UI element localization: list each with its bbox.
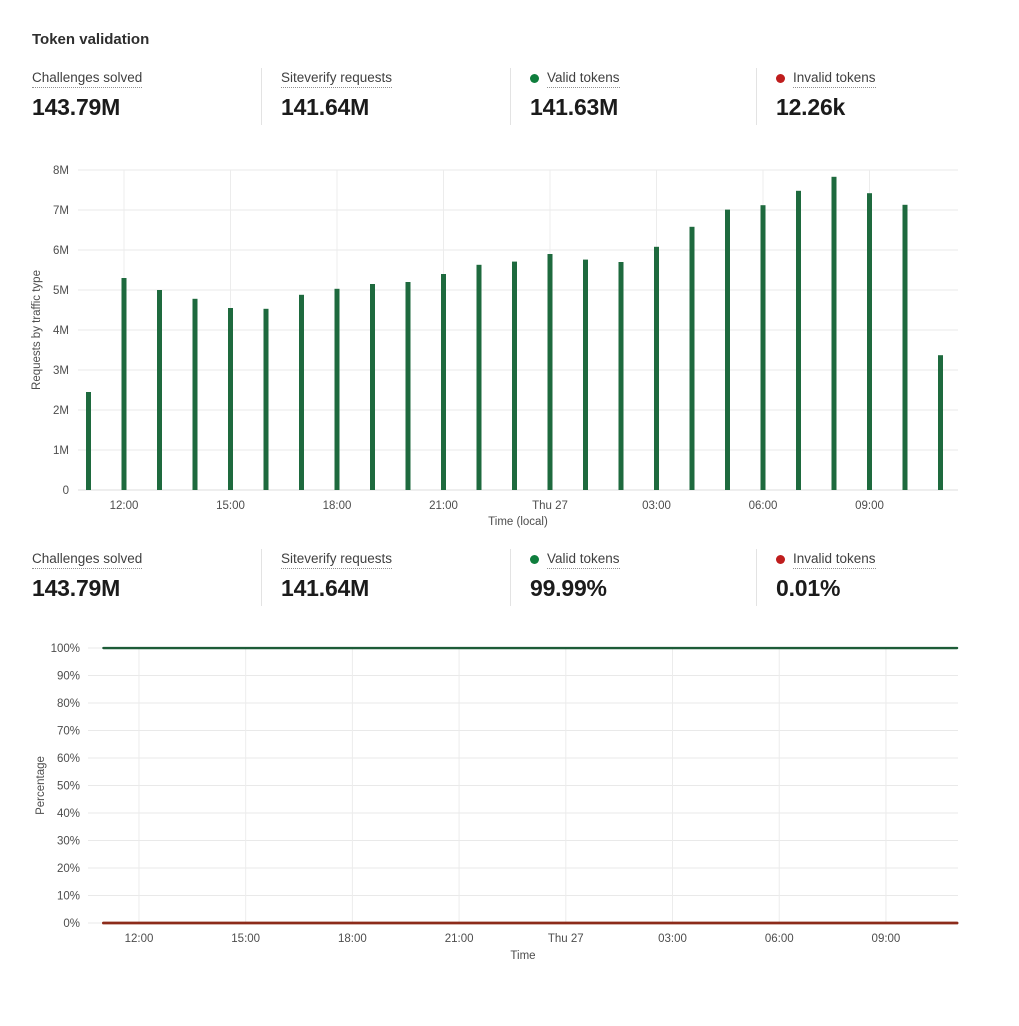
- svg-text:50%: 50%: [57, 781, 80, 793]
- svg-text:03:00: 03:00: [658, 933, 687, 945]
- svg-text:06:00: 06:00: [749, 500, 778, 512]
- stat-valid-tokens-percent: Valid tokens 99.99%: [510, 549, 756, 606]
- invalid-tokens-dot-icon: [776, 555, 785, 564]
- svg-text:5M: 5M: [53, 285, 69, 297]
- stats-row-top: Challenges solved 143.79M Siteverify req…: [32, 68, 987, 125]
- stats-row-bottom: Challenges solved 143.79M Siteverify req…: [32, 549, 987, 606]
- svg-text:8M: 8M: [53, 165, 69, 177]
- stat-value-challenges-solved: 143.79M: [32, 575, 121, 601]
- stat-label-valid-tokens[interactable]: Valid tokens: [547, 551, 620, 569]
- svg-text:100%: 100%: [51, 643, 80, 655]
- stat-value-challenges-solved: 143.79M: [32, 94, 121, 120]
- stat-valid-tokens: Valid tokens 141.63M: [510, 68, 756, 125]
- svg-text:6M: 6M: [53, 245, 69, 257]
- svg-text:30%: 30%: [57, 836, 80, 848]
- svg-text:Requests by traffic type: Requests by traffic type: [31, 270, 43, 390]
- stat-value-invalid-tokens-percent: 0.01%: [776, 575, 841, 601]
- svg-text:12:00: 12:00: [125, 933, 154, 945]
- percentage-line-chart: 0% 10% 20% 30% 40% 50% 60% 70% 80% 90% 100% 12:00 15…: [35, 643, 959, 962]
- stat-label-invalid-tokens[interactable]: Invalid tokens: [793, 70, 876, 88]
- svg-text:4M: 4M: [53, 325, 69, 337]
- stat-label-siteverify-requests[interactable]: Siteverify requests: [281, 70, 393, 88]
- page-title: Token validation: [32, 31, 150, 48]
- stat-value-invalid-tokens: 12.26k: [776, 94, 846, 120]
- requests-bar-chart: 0 1M 2M 3M 4M 5M 6M 7M 8M 12:00 15:00 18:00 21:00 Thu…: [31, 165, 958, 528]
- stat-value-valid-tokens-percent: 99.99%: [530, 575, 607, 601]
- svg-text:21:00: 21:00: [445, 933, 474, 945]
- svg-text:18:00: 18:00: [323, 500, 352, 512]
- svg-text:2M: 2M: [53, 405, 69, 417]
- svg-text:90%: 90%: [57, 671, 80, 683]
- stat-label-valid-tokens[interactable]: Valid tokens: [547, 70, 620, 88]
- svg-text:Percentage: Percentage: [35, 756, 47, 815]
- svg-text:1M: 1M: [53, 445, 69, 457]
- svg-text:Time (local): Time (local): [488, 516, 548, 528]
- svg-text:0: 0: [63, 485, 69, 497]
- stat-value-siteverify-requests: 141.64M: [281, 94, 370, 120]
- svg-text:15:00: 15:00: [231, 933, 260, 945]
- svg-text:15:00: 15:00: [216, 500, 245, 512]
- svg-text:09:00: 09:00: [855, 500, 884, 512]
- stat-invalid-tokens-percent: Invalid tokens 0.01%: [756, 549, 987, 606]
- stat-siteverify-requests: Siteverify requests 141.64M: [261, 549, 510, 606]
- stat-value-valid-tokens: 141.63M: [530, 94, 619, 120]
- svg-text:Thu 27: Thu 27: [532, 500, 568, 512]
- svg-text:3M: 3M: [53, 365, 69, 377]
- stat-label-challenges-solved[interactable]: Challenges solved: [32, 551, 143, 569]
- svg-text:80%: 80%: [57, 698, 80, 710]
- stat-siteverify-requests: Siteverify requests 141.64M: [261, 68, 510, 125]
- svg-text:12:00: 12:00: [110, 500, 139, 512]
- svg-text:21:00: 21:00: [429, 500, 458, 512]
- valid-tokens-dot-icon: [530, 555, 539, 564]
- stat-challenges-solved: Challenges solved 143.79M: [32, 549, 261, 606]
- stat-invalid-tokens: Invalid tokens 12.26k: [756, 68, 987, 125]
- invalid-tokens-dot-icon: [776, 74, 785, 83]
- svg-text:10%: 10%: [57, 891, 80, 903]
- svg-text:70%: 70%: [57, 726, 80, 738]
- svg-text:18:00: 18:00: [338, 933, 367, 945]
- svg-text:03:00: 03:00: [642, 500, 671, 512]
- valid-tokens-dot-icon: [530, 74, 539, 83]
- svg-text:60%: 60%: [57, 753, 80, 765]
- svg-text:20%: 20%: [57, 863, 80, 875]
- stat-label-challenges-solved[interactable]: Challenges solved: [32, 70, 143, 88]
- stat-value-siteverify-requests: 141.64M: [281, 575, 370, 601]
- svg-text:40%: 40%: [57, 808, 80, 820]
- svg-text:Thu 27: Thu 27: [548, 933, 584, 945]
- svg-text:0%: 0%: [63, 918, 80, 930]
- stat-label-siteverify-requests[interactable]: Siteverify requests: [281, 551, 393, 569]
- svg-text:09:00: 09:00: [872, 933, 901, 945]
- stat-label-invalid-tokens[interactable]: Invalid tokens: [793, 551, 876, 569]
- svg-text:7M: 7M: [53, 205, 69, 217]
- svg-text:06:00: 06:00: [765, 933, 794, 945]
- stat-challenges-solved: Challenges solved 143.79M: [32, 68, 261, 125]
- svg-text:Time: Time: [510, 950, 535, 962]
